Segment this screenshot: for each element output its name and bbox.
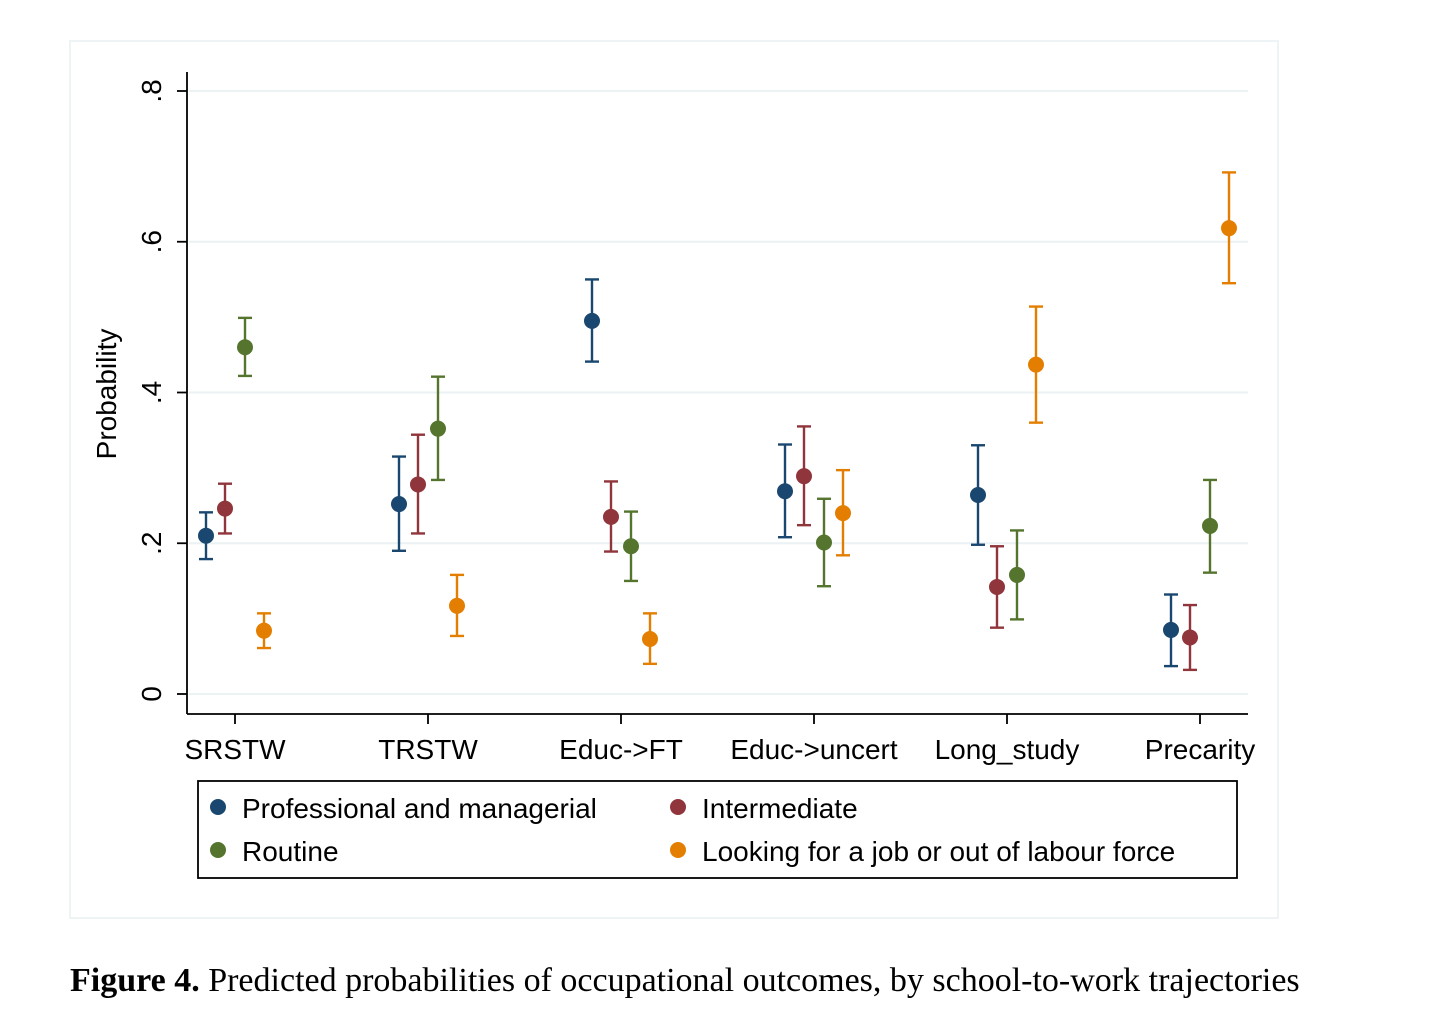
data-point <box>1182 629 1198 646</box>
x-tick-label: SRSTW <box>184 734 286 765</box>
legend-marker <box>210 842 226 858</box>
grid-lines <box>189 90 1248 695</box>
x-tick-label: Precarity <box>1145 734 1255 765</box>
data-point <box>642 630 658 647</box>
legend-marker <box>670 799 686 815</box>
y-tick-label: .2 <box>136 532 167 555</box>
figure-caption-text: Predicted probabilities of occupational … <box>199 962 1300 999</box>
figure-frame <box>69 40 1279 919</box>
legend-box <box>197 780 1238 879</box>
legend-label: Routine <box>242 836 339 867</box>
y-tick-label: .8 <box>136 79 167 102</box>
series <box>198 171 1237 672</box>
data-point <box>584 312 600 329</box>
data-point <box>449 597 465 614</box>
data-point <box>198 527 214 544</box>
data-point <box>256 622 272 639</box>
data-point <box>1202 517 1218 534</box>
data-point <box>1221 220 1237 237</box>
y-ticks: 0 .2 .4 .6 .8 <box>136 79 187 702</box>
data-point <box>237 339 253 356</box>
x-tick-label: Long_study <box>935 734 1080 765</box>
legend-label: Professional and managerial <box>242 793 597 824</box>
x-tick-label: Educ->FT <box>559 734 683 765</box>
data-point <box>1009 566 1025 583</box>
legend-marker <box>670 842 686 858</box>
data-point <box>430 420 446 437</box>
x-tick-label: TRSTW <box>378 734 478 765</box>
data-point <box>603 508 619 525</box>
data-point <box>410 476 426 493</box>
data-point <box>217 500 233 517</box>
legend-marker <box>210 799 226 815</box>
figure-caption: Figure 4. Predicted probabilities of occ… <box>70 962 1300 1000</box>
data-point <box>989 578 1005 595</box>
data-point <box>391 496 407 513</box>
y-tick-label: .4 <box>136 381 167 404</box>
x-tick-label: Educ->uncert <box>730 734 898 765</box>
chart: 0 .2 .4 .6 .8 SRSTW TRSTW Educ->FT Educ->uncert… <box>91 72 1255 879</box>
data-point <box>623 538 639 555</box>
data-point <box>835 505 851 522</box>
x-ticks: SRSTW TRSTW Educ->FT Educ->uncert Long_study… <box>184 714 1255 765</box>
data-point <box>1028 356 1044 373</box>
legend-label: Looking for a job or out of labour force <box>702 836 1175 867</box>
legend-label: Intermediate <box>702 793 858 824</box>
y-axis-title: Probability <box>91 329 122 460</box>
figure-label: Figure 4. <box>70 962 200 999</box>
data-point <box>816 534 832 551</box>
data-point <box>1163 621 1179 638</box>
data-point <box>777 483 793 500</box>
y-tick-label: .6 <box>136 230 167 253</box>
data-point <box>796 468 812 485</box>
y-tick-label: 0 <box>136 686 167 702</box>
legend: Professional and managerial Intermediate R… <box>197 780 1238 879</box>
data-point <box>970 487 986 504</box>
